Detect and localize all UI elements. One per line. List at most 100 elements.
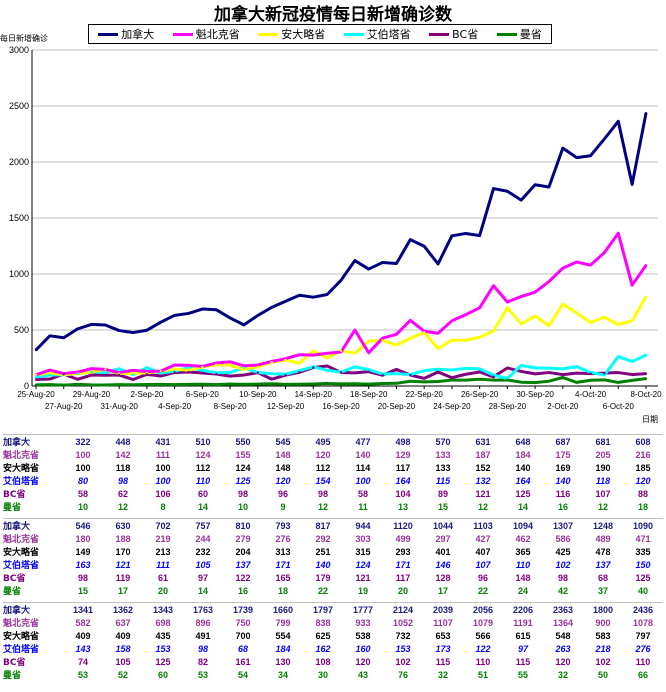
value-row-series-name: 安大略省 (3, 632, 40, 642)
value-row-series-name: BC省 (3, 658, 26, 668)
data-label: 100 (75, 462, 91, 473)
data-point (187, 383, 190, 386)
data-label: 216 (635, 449, 651, 460)
data-label: 98 (317, 488, 328, 499)
data-label: 244 (195, 533, 211, 544)
data-label: 80 (77, 475, 88, 486)
data-point (76, 327, 79, 331)
legend-item: 艾伯塔省 (343, 26, 411, 42)
data-label: 164 (515, 475, 531, 486)
data-label: 120 (275, 475, 291, 486)
data-point (561, 266, 565, 270)
data-point (256, 382, 260, 386)
data-label: 1307 (552, 520, 574, 531)
x-tick-label: 14-Sep-20 (295, 390, 333, 399)
data-point (367, 339, 370, 343)
data-label: 554 (275, 630, 291, 641)
data-label: 435 (155, 630, 171, 641)
data-label: 538 (355, 630, 371, 641)
data-point (478, 336, 481, 339)
data-point (104, 383, 107, 387)
value-row: 加拿大 546 630 702 757 810 793 817 944 1120 1044 1103 1… (3, 519, 663, 533)
data-point (561, 373, 565, 376)
data-point (76, 378, 79, 381)
x-tick-label: 29-Aug-20 (73, 390, 111, 399)
data-point (575, 260, 578, 264)
data-label: 118 (595, 475, 611, 486)
data-label: 8 (160, 501, 166, 512)
data-point (533, 372, 537, 376)
value-row-series-name: 加拿大 (3, 522, 31, 532)
data-point (215, 383, 218, 386)
data-value-table: 加拿大 322 448 431 510 550 545 495 477 498 570 631 648 6… (0, 430, 666, 692)
data-label: 124 (195, 449, 211, 460)
data-point (436, 380, 440, 383)
data-point (159, 371, 162, 375)
data-label: 125 (235, 475, 251, 486)
data-point (492, 284, 495, 287)
series-line (35, 231, 648, 377)
data-label: 117 (395, 462, 411, 473)
x-tick-label: 16-Sep-20 (322, 402, 360, 411)
data-label: 22 (317, 585, 328, 596)
data-point (478, 234, 481, 237)
x-tick-label: 6-Sep-20 (186, 390, 219, 399)
data-point (492, 187, 495, 190)
data-label: 1090 (632, 520, 654, 531)
data-label: 16 (237, 585, 248, 596)
data-point (575, 365, 578, 368)
data-point (520, 370, 523, 373)
data-label: 184 (275, 643, 291, 654)
data-point (409, 380, 412, 383)
data-label: 110 (635, 656, 651, 667)
data-point (450, 378, 454, 382)
data-point (533, 183, 537, 186)
data-point (48, 368, 52, 372)
data-label: 757 (195, 520, 211, 531)
data-label: 365 (515, 546, 531, 557)
data-label: 218 (595, 643, 611, 654)
data-label: 121 (115, 559, 131, 570)
data-point (644, 295, 648, 298)
data-point (353, 328, 357, 332)
data-label: 9 (280, 501, 286, 512)
data-point (76, 372, 79, 375)
data-label: 425 (555, 546, 571, 557)
data-point (284, 373, 287, 377)
data-point (131, 331, 135, 334)
data-label: 119 (115, 572, 131, 583)
legend-label: 加拿大 (121, 28, 155, 41)
value-row-series-name: 安大略省 (3, 548, 40, 558)
data-point (644, 264, 648, 267)
data-label: 42 (557, 585, 568, 596)
data-label: 471 (635, 533, 651, 544)
data-point (589, 379, 592, 382)
data-label: 276 (635, 643, 651, 654)
legend-item: 加拿大 (98, 26, 154, 42)
data-label: 76 (397, 669, 408, 680)
y-tick-label: 2500 (9, 101, 29, 111)
data-label: 409 (115, 630, 131, 641)
data-point (422, 245, 426, 248)
data-label: 1364 (552, 617, 574, 628)
data-point (630, 284, 634, 287)
data-point (145, 373, 149, 376)
data-label: 122 (235, 572, 251, 583)
data-label: 582 (75, 617, 91, 628)
data-label: 98 (77, 572, 88, 583)
data-label: 108 (315, 656, 331, 667)
data-label: 58 (357, 488, 368, 499)
data-label: 462 (515, 533, 531, 544)
data-point (159, 383, 162, 386)
data-label: 185 (635, 462, 651, 473)
data-label: 1362 (112, 604, 134, 615)
value-row: BC省 74 105 125 82 161 130 108 120 102 115 110 115 120… (3, 655, 663, 669)
data-label: 153 (395, 643, 411, 654)
data-label: 546 (75, 520, 91, 531)
data-point (533, 366, 537, 370)
value-row: 加拿大 1341 1362 1343 1763 1739 1660 1797 1777 2124 2… (3, 603, 663, 617)
value-row-series-name: 艾伯塔省 (3, 561, 40, 571)
data-label: 608 (635, 436, 651, 447)
x-tick-label: 25-Aug-20 (17, 390, 55, 399)
legend-label: 曼省 (519, 28, 542, 41)
